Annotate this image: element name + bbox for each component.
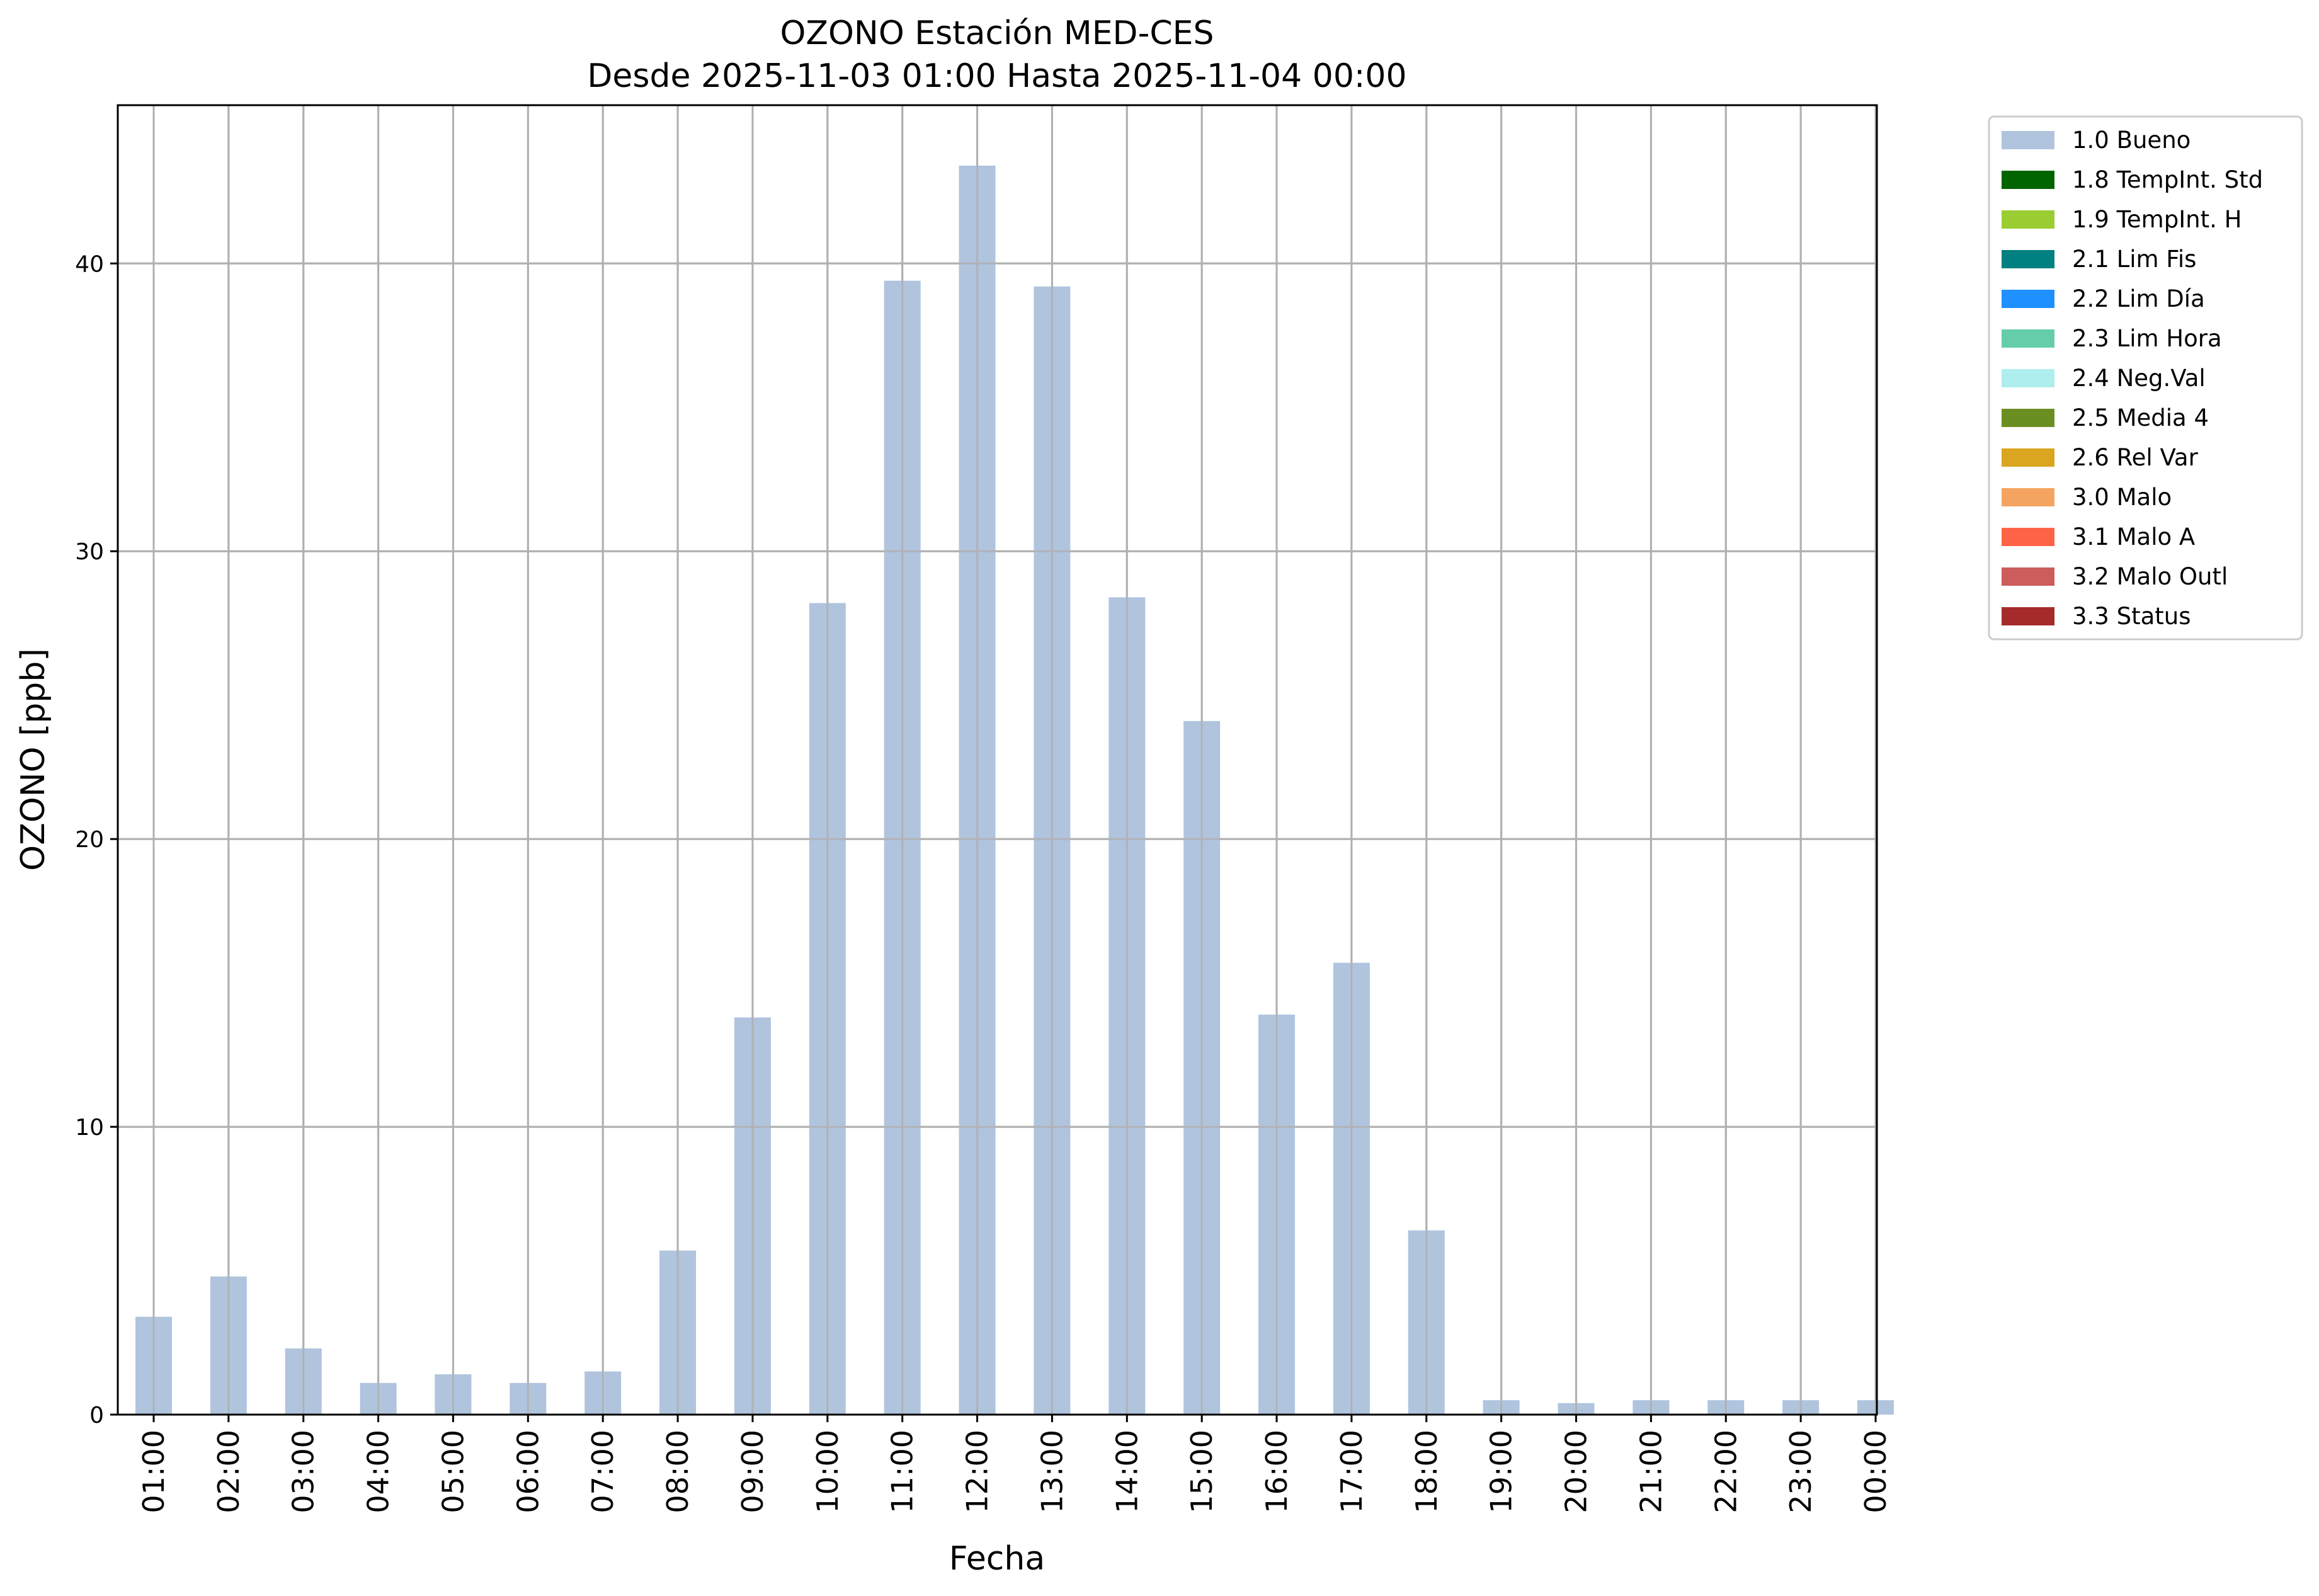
y-tick-label: 20 xyxy=(75,827,104,853)
legend-items: 1.0 Bueno 1.8 TempInt. Std 1.9 TempInt. H 2… xyxy=(2002,127,2263,630)
legend-swatch xyxy=(2002,607,2054,625)
legend-swatch xyxy=(2002,131,2054,149)
legend-label: 2.5 Media 4 xyxy=(2072,404,2209,431)
y-tick-label: 40 xyxy=(75,251,104,277)
x-tick-label: 18:00 xyxy=(1410,1430,1444,1513)
x-tick-label: 20:00 xyxy=(1559,1430,1593,1513)
x-tick-label: 00:00 xyxy=(1859,1430,1893,1513)
legend-swatch xyxy=(2002,409,2054,427)
x-tick-label: 01:00 xyxy=(137,1430,171,1513)
x-tick-label: 07:00 xyxy=(586,1430,620,1513)
legend-label: 3.3 Status xyxy=(2072,603,2191,630)
chart-subtitle: Desde 2025-11-03 01:00 Hasta 2025-11-04 … xyxy=(587,57,1406,95)
y-tick-label: 30 xyxy=(75,539,104,565)
legend-swatch xyxy=(2002,329,2054,348)
x-tick-label: 19:00 xyxy=(1484,1430,1518,1513)
legend-label: 1.8 TempInt. Std xyxy=(2072,166,2263,193)
legend-swatch xyxy=(2002,290,2054,308)
legend-swatch xyxy=(2002,369,2054,387)
legend-swatch xyxy=(2002,448,2054,467)
chart-title: OZONO Estación MED-CES xyxy=(780,14,1214,52)
legend-box xyxy=(1988,115,2303,641)
x-tick-label: 12:00 xyxy=(960,1430,994,1513)
legend: 1.0 Bueno 1.8 TempInt. Std 1.9 TempInt. H 2… xyxy=(1988,115,2303,641)
legend-label: 1.0 Bueno xyxy=(2072,127,2191,154)
y-tick-label: 0 xyxy=(89,1403,104,1428)
x-tick-label: 22:00 xyxy=(1709,1430,1743,1513)
x-tick-label: 09:00 xyxy=(736,1430,770,1513)
legend-label: 1.9 TempInt. H xyxy=(2072,206,2242,233)
x-tick-label: 17:00 xyxy=(1335,1430,1369,1513)
x-tick-label: 23:00 xyxy=(1784,1430,1818,1513)
legend-swatch xyxy=(2002,488,2054,506)
plot-frame xyxy=(117,104,1878,1416)
legend-swatch xyxy=(2002,210,2054,229)
legend-swatch xyxy=(2002,250,2054,268)
x-tick-label: 08:00 xyxy=(661,1430,695,1513)
x-tick-label: 02:00 xyxy=(212,1430,246,1513)
x-tick-label: 21:00 xyxy=(1634,1430,1668,1513)
x-tick-label: 15:00 xyxy=(1185,1430,1219,1513)
y-axis-ticks: 0 10 20 30 40 xyxy=(75,251,118,1428)
x-tick-label: 13:00 xyxy=(1035,1430,1069,1513)
x-tick-label: 06:00 xyxy=(511,1430,545,1513)
x-tick-label: 05:00 xyxy=(436,1430,470,1513)
x-tick-label: 10:00 xyxy=(811,1430,845,1513)
legend-label: 2.4 Neg.Val xyxy=(2072,365,2206,392)
x-tick-label: 11:00 xyxy=(886,1430,920,1513)
legend-label: 3.1 Malo A xyxy=(2072,523,2195,550)
legend-label: 2.2 Lim Día xyxy=(2072,285,2205,312)
legend-swatch xyxy=(2002,567,2054,586)
x-axis-label: Fecha xyxy=(949,1540,1045,1578)
legend-swatch xyxy=(2002,171,2054,189)
y-tick-label: 10 xyxy=(75,1115,104,1141)
x-axis-ticks: 01:00 02:00 03:00 04:00 05:00 06:00 07:00 08:00… xyxy=(137,1415,1893,1513)
legend-label: 3.2 Malo Outl xyxy=(2072,563,2228,590)
bars xyxy=(118,105,1894,1416)
x-tick-label: 16:00 xyxy=(1260,1430,1294,1513)
legend-label: 2.1 Lim Fis xyxy=(2072,246,2196,273)
legend-label: 2.3 Lim Hora xyxy=(2072,325,2222,352)
x-tick-label: 04:00 xyxy=(362,1430,396,1513)
x-tick-label: 03:00 xyxy=(287,1430,321,1513)
x-tick-label: 14:00 xyxy=(1110,1430,1144,1513)
y-axis-label: OZONO [ppb] xyxy=(14,648,52,870)
legend-swatch xyxy=(2002,528,2054,546)
legend-label: 2.6 Rel Var xyxy=(2072,444,2199,471)
legend-label: 3.0 Malo xyxy=(2072,484,2172,511)
